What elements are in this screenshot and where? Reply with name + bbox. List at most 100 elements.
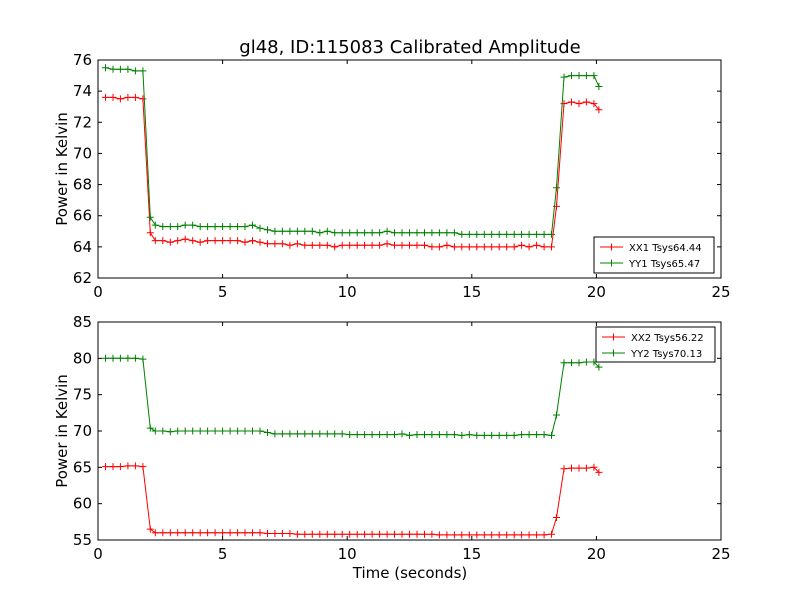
top-panel: 0 5 10 15 20 25 62 64 66 68 70 72 74 76 Power in Kelvi… [53, 51, 731, 301]
data-point [510, 230, 518, 238]
data-point [166, 223, 174, 231]
data-point [151, 529, 159, 537]
data-point [338, 430, 346, 438]
data-point [480, 431, 488, 439]
data-point [540, 431, 548, 439]
data-point [331, 430, 339, 438]
data-point [548, 243, 555, 251]
data-point [234, 237, 242, 245]
data-point [465, 431, 473, 439]
data-point [159, 223, 167, 231]
data-point [435, 531, 443, 539]
data-point [264, 530, 271, 537]
data-point [443, 531, 451, 539]
y-tick-label: 68 [73, 176, 92, 194]
data-point [174, 237, 182, 245]
data-point [316, 430, 324, 438]
data-point [323, 430, 331, 438]
data-point [316, 241, 324, 249]
data-point [413, 241, 421, 249]
x-tick-label: 5 [218, 545, 228, 563]
data-point [338, 530, 346, 538]
data-point [406, 530, 413, 538]
data-point [264, 240, 271, 248]
data-point [503, 531, 511, 539]
data-point [234, 529, 242, 537]
data-point [124, 65, 132, 73]
data-point [458, 243, 466, 251]
data-point [368, 241, 376, 249]
legend-marker [610, 349, 617, 357]
data-point [301, 227, 309, 235]
data-point [308, 530, 316, 538]
data-point [174, 529, 182, 537]
data-point [174, 427, 182, 435]
data-point [293, 530, 301, 538]
data-point [234, 223, 242, 231]
data-point [595, 363, 603, 371]
data-point [323, 241, 331, 249]
data-point [219, 237, 227, 245]
legend-entry: XX1 Tsys64.44 [629, 243, 702, 254]
data-point [256, 529, 264, 537]
data-point [450, 243, 458, 251]
data-point [278, 227, 286, 235]
data-point [428, 530, 436, 538]
data-point [391, 229, 398, 237]
y-axis-label: Power in Kelvin [53, 112, 71, 226]
data-point [406, 241, 413, 249]
data-point [495, 230, 503, 238]
data-point [308, 430, 316, 438]
data-point [139, 67, 147, 75]
data-point [109, 463, 117, 471]
data-point [503, 230, 511, 238]
data-point [181, 529, 189, 537]
data-point [435, 243, 443, 251]
data-point [226, 529, 234, 537]
data-point [510, 431, 518, 439]
data-point [331, 530, 339, 538]
legend-marker [608, 243, 615, 251]
x-tick-label: 15 [462, 283, 481, 301]
data-point [211, 223, 219, 231]
data-point [568, 72, 575, 80]
data-point [249, 237, 256, 245]
data-point [488, 431, 496, 439]
data-point [338, 229, 346, 237]
x-tick-label: 25 [711, 545, 730, 563]
data-point [174, 223, 182, 231]
data-point [346, 241, 354, 249]
data-point [353, 431, 361, 439]
data-point [383, 530, 391, 538]
data-point [480, 243, 488, 251]
y-tick-label: 70 [73, 422, 92, 440]
data-point [413, 431, 421, 439]
data-point [361, 241, 369, 249]
data-point [316, 530, 324, 538]
data-point [575, 100, 583, 108]
data-point [353, 241, 361, 249]
x-tick-label: 25 [711, 283, 730, 301]
data-point [540, 531, 548, 539]
data-point [595, 83, 603, 90]
data-point [278, 430, 286, 438]
data-point [560, 100, 568, 108]
data-point [151, 427, 159, 435]
data-point [308, 241, 316, 249]
data-point [131, 93, 139, 101]
data-point [204, 427, 212, 435]
data-point [139, 355, 147, 363]
data-point [131, 67, 139, 75]
y-tick-label: 55 [73, 531, 92, 549]
data-point [131, 462, 139, 470]
data-point [271, 227, 279, 235]
data-point [361, 530, 369, 538]
data-point [211, 529, 219, 537]
data-point [518, 431, 526, 439]
data-point [219, 223, 227, 231]
figure-title: gl48, ID:115083 Calibrated Amplitude [239, 37, 580, 58]
data-point [525, 531, 533, 539]
data-point [406, 431, 413, 439]
data-point [353, 229, 361, 237]
